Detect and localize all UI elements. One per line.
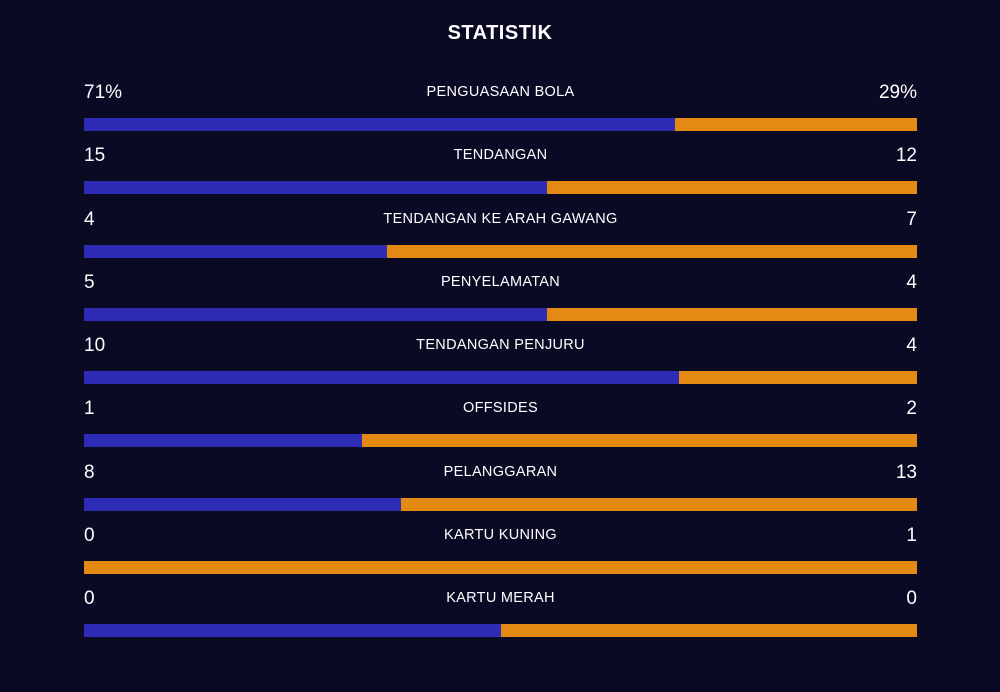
stat-row: 0 KARTU MERAH 0	[84, 582, 917, 645]
home-bar-segment	[84, 181, 547, 195]
stat-header: 15 TENDANGAN 12	[84, 139, 917, 181]
home-value: 0	[84, 525, 95, 547]
away-value: 29%	[878, 82, 917, 103]
stat-row: 1 OFFSIDES 2	[84, 392, 917, 455]
stat-label: KARTU KUNING	[444, 527, 557, 544]
comparison-bar	[84, 244, 917, 258]
stat-header: 0 KARTU MERAH 0	[84, 582, 917, 624]
home-bar-segment	[84, 624, 501, 638]
away-value: 4	[906, 271, 917, 293]
away-bar-segment	[84, 561, 917, 575]
stat-label: PELANGGARAN	[443, 463, 558, 480]
stat-label: TENDANGAN	[453, 147, 548, 164]
away-value: 1	[906, 525, 917, 547]
away-bar-segment	[401, 497, 917, 511]
comparison-bar	[84, 181, 917, 195]
comparison-bar	[84, 371, 917, 385]
comparison-bar	[84, 118, 917, 131]
stat-label: PENGUASAAN BOLA	[426, 84, 575, 100]
home-bar-segment	[84, 434, 362, 448]
stat-header: 0 KARTU KUNING 1	[84, 519, 917, 561]
stat-row: 0 KARTU KUNING 1	[84, 519, 917, 582]
home-value: 1	[84, 398, 95, 420]
panel-title: STATISTIK	[447, 22, 553, 44]
home-value: 4	[84, 208, 95, 230]
stat-header: 1 OFFSIDES 2	[84, 392, 917, 434]
home-bar-segment	[84, 244, 387, 258]
stat-label: PENYELAMATAN	[440, 273, 561, 290]
away-value: 12	[895, 145, 917, 167]
stat-header: 5 PENYELAMATAN 4	[84, 266, 917, 308]
stat-row: 8 PELANGGARAN 13	[84, 456, 917, 519]
away-bar-segment	[500, 624, 917, 638]
home-value: 5	[84, 271, 95, 293]
stat-header: 4 TENDANGAN KE ARAH GAWANG 7	[84, 203, 917, 245]
home-value: 71%	[84, 82, 123, 103]
away-value: 7	[906, 208, 917, 230]
stat-row: 5 PENYELAMATAN 4	[84, 266, 917, 329]
stat-row: 10 TENDANGAN PENJURU 4	[84, 329, 917, 392]
stat-row: 71% PENGUASAAN BOLA 29%	[84, 76, 917, 139]
stat-label: TENDANGAN PENJURU	[416, 337, 585, 354]
home-value: 0	[84, 588, 95, 610]
comparison-bar	[84, 307, 917, 321]
home-value: 10	[84, 335, 106, 357]
stat-row: 15 TENDANGAN 12	[84, 139, 917, 202]
stats-list: 71% PENGUASAAN BOLA 29% 15 TENDANGAN 12 4 TENDA…	[84, 76, 917, 646]
stat-label: TENDANGAN KE ARAH GAWANG	[383, 210, 618, 227]
comparison-bar	[84, 561, 917, 575]
stat-row: 4 TENDANGAN KE ARAH GAWANG 7	[84, 203, 917, 266]
comparison-bar	[84, 497, 917, 511]
home-bar-segment	[84, 371, 679, 385]
stat-label: KARTU MERAH	[446, 590, 555, 607]
home-bar-segment	[84, 118, 676, 131]
home-value: 15	[84, 145, 106, 167]
away-value: 2	[906, 398, 917, 420]
away-bar-segment	[546, 181, 917, 195]
away-bar-segment	[361, 434, 917, 448]
home-value: 8	[84, 461, 95, 483]
stat-header: 71% PENGUASAAN BOLA 29%	[84, 76, 917, 118]
away-bar-segment	[675, 118, 917, 131]
away-value: 13	[895, 461, 917, 483]
stat-header: 8 PELANGGARAN 13	[84, 456, 917, 498]
stat-label: OFFSIDES	[463, 400, 538, 417]
away-bar-segment	[546, 307, 917, 321]
stat-header: 10 TENDANGAN PENJURU 4	[84, 329, 917, 371]
away-bar-segment	[679, 371, 917, 385]
away-bar-segment	[386, 244, 917, 258]
away-value: 0	[906, 588, 917, 610]
home-bar-segment	[84, 307, 547, 321]
home-bar-segment	[84, 497, 402, 511]
comparison-bar	[84, 624, 917, 638]
away-value: 4	[906, 335, 917, 357]
comparison-bar	[84, 434, 917, 448]
